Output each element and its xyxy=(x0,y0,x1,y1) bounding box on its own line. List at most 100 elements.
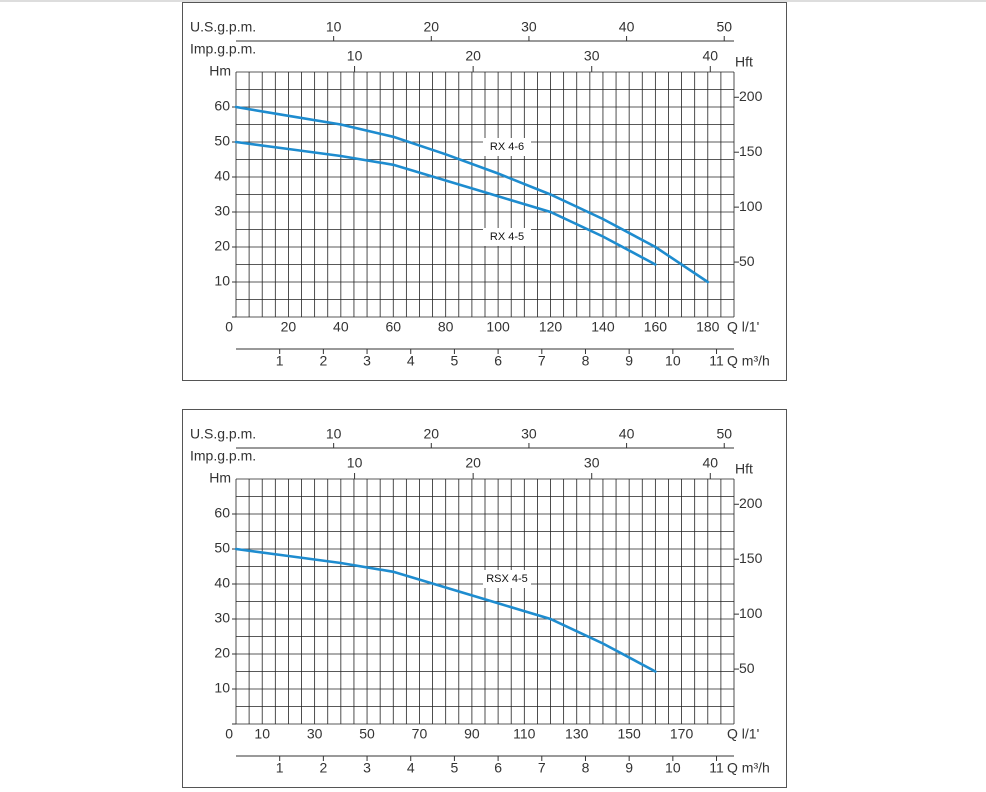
y2-tick-label: 150 xyxy=(739,550,763,566)
m3h-axis-label: Q m³/h xyxy=(727,760,770,776)
usgpm-tick-label: 20 xyxy=(424,426,440,442)
m3h-tick-label: 11 xyxy=(709,760,724,776)
x-tick-label: 70 xyxy=(412,726,428,742)
y-tick-label: 0 xyxy=(225,726,233,742)
y2-axis-label: Hft xyxy=(735,54,753,70)
usgpm-tick-label: 30 xyxy=(521,426,537,442)
curve-label-bg xyxy=(483,570,531,588)
x-axis-label: Q l/1' xyxy=(727,319,759,335)
x-tick-label: 100 xyxy=(486,319,510,335)
y-tick-label: 20 xyxy=(214,238,230,254)
x-tick-label: 50 xyxy=(359,726,375,742)
impgpm-tick-label: 40 xyxy=(702,48,718,64)
y-tick-label: 10 xyxy=(214,680,230,696)
x-tick-label: 140 xyxy=(591,319,615,335)
m3h-tick-label: 1 xyxy=(276,760,284,776)
usgpm-tick-label: 10 xyxy=(326,426,342,442)
m3h-tick-label: 7 xyxy=(538,760,546,776)
impgpm-tick-label: 30 xyxy=(584,455,600,471)
y-tick-label: 60 xyxy=(214,98,230,114)
x-tick-label: 120 xyxy=(539,319,563,335)
m3h-tick-label: 10 xyxy=(665,353,681,369)
y-tick-label: 60 xyxy=(214,505,230,521)
y2-tick-label: 200 xyxy=(739,88,763,104)
x-tick-label: 10 xyxy=(254,726,270,742)
m3h-tick-label: 3 xyxy=(363,353,371,369)
usgpm-tick-label: 30 xyxy=(521,19,537,35)
x-tick-label: 60 xyxy=(385,319,401,335)
y-tick-label: 50 xyxy=(214,133,230,149)
y2-tick-label: 50 xyxy=(739,660,755,676)
impgpm-tick-label: 20 xyxy=(465,455,481,471)
x-tick-label: 170 xyxy=(670,726,694,742)
x-tick-label: 180 xyxy=(696,319,720,335)
x-tick-label: 150 xyxy=(617,726,641,742)
usgpm-axis-label: U.S.g.p.m. xyxy=(190,19,256,35)
m3h-tick-label: 2 xyxy=(319,353,327,369)
y-axis-label: Hm xyxy=(209,63,231,79)
y2-tick-label: 100 xyxy=(739,605,763,621)
m3h-tick-label: 3 xyxy=(363,760,371,776)
x-tick-label: 30 xyxy=(307,726,323,742)
y2-axis-label: Hft xyxy=(735,461,753,477)
y-tick-label: 0 xyxy=(225,319,233,335)
m3h-tick-label: 5 xyxy=(451,353,459,369)
impgpm-tick-label: 10 xyxy=(347,48,363,64)
curve-label: RX 4-5 xyxy=(490,231,524,243)
y-tick-label: 20 xyxy=(214,645,230,661)
x-tick-label: 110 xyxy=(513,726,536,742)
impgpm-axis-label: Imp.g.p.m. xyxy=(190,41,256,57)
m3h-tick-label: 7 xyxy=(538,353,546,369)
impgpm-tick-label: 20 xyxy=(465,48,481,64)
y-tick-label: 40 xyxy=(214,575,230,591)
m3h-axis-label: Q m³/h xyxy=(727,353,770,369)
y-tick-label: 30 xyxy=(214,203,230,219)
y2-tick-label: 200 xyxy=(739,495,763,511)
m3h-tick-label: 2 xyxy=(319,760,327,776)
impgpm-axis-label: Imp.g.p.m. xyxy=(190,448,256,464)
x-tick-label: 20 xyxy=(281,319,297,335)
usgpm-axis-label: U.S.g.p.m. xyxy=(190,426,256,442)
impgpm-tick-label: 10 xyxy=(347,455,363,471)
x-tick-label: 80 xyxy=(438,319,454,335)
usgpm-tick-label: 50 xyxy=(716,426,732,442)
pump-curve xyxy=(234,105,710,284)
curve-label-bg xyxy=(483,228,531,246)
m3h-tick-label: 9 xyxy=(625,760,633,776)
y2-tick-label: 100 xyxy=(739,198,763,214)
m3h-tick-label: 9 xyxy=(625,353,633,369)
y-tick-label: 10 xyxy=(214,273,230,289)
x-tick-label: 130 xyxy=(565,726,589,742)
m3h-tick-label: 1 xyxy=(276,353,284,369)
usgpm-tick-label: 40 xyxy=(619,426,635,442)
pump-curve xyxy=(234,140,657,266)
impgpm-tick-label: 30 xyxy=(584,48,600,64)
y-axis-label: Hm xyxy=(209,470,231,486)
m3h-tick-label: 8 xyxy=(582,353,590,369)
x-tick-label: 90 xyxy=(464,726,480,742)
usgpm-tick-label: 50 xyxy=(716,19,732,35)
y-tick-label: 50 xyxy=(214,540,230,556)
m3h-tick-label: 6 xyxy=(494,353,502,369)
m3h-tick-label: 11 xyxy=(709,353,724,369)
curve-label: RX 4-6 xyxy=(490,141,524,153)
y-tick-label: 40 xyxy=(214,168,230,184)
y2-tick-label: 50 xyxy=(739,253,755,269)
pump-curve xyxy=(234,547,657,673)
x-axis-label: Q l/1' xyxy=(727,726,759,742)
usgpm-tick-label: 10 xyxy=(326,19,342,35)
usgpm-tick-label: 40 xyxy=(619,19,635,35)
top-bar xyxy=(0,0,986,2)
usgpm-tick-label: 20 xyxy=(424,19,440,35)
curve-label-bg xyxy=(483,138,531,156)
x-tick-label: 160 xyxy=(644,319,668,335)
m3h-tick-label: 4 xyxy=(407,760,415,776)
curve-label: RSX 4-5 xyxy=(486,573,528,585)
x-tick-label: 40 xyxy=(333,319,349,335)
m3h-tick-label: 8 xyxy=(582,760,590,776)
m3h-tick-label: 10 xyxy=(665,760,681,776)
y2-tick-label: 150 xyxy=(739,143,763,159)
impgpm-tick-label: 40 xyxy=(702,455,718,471)
